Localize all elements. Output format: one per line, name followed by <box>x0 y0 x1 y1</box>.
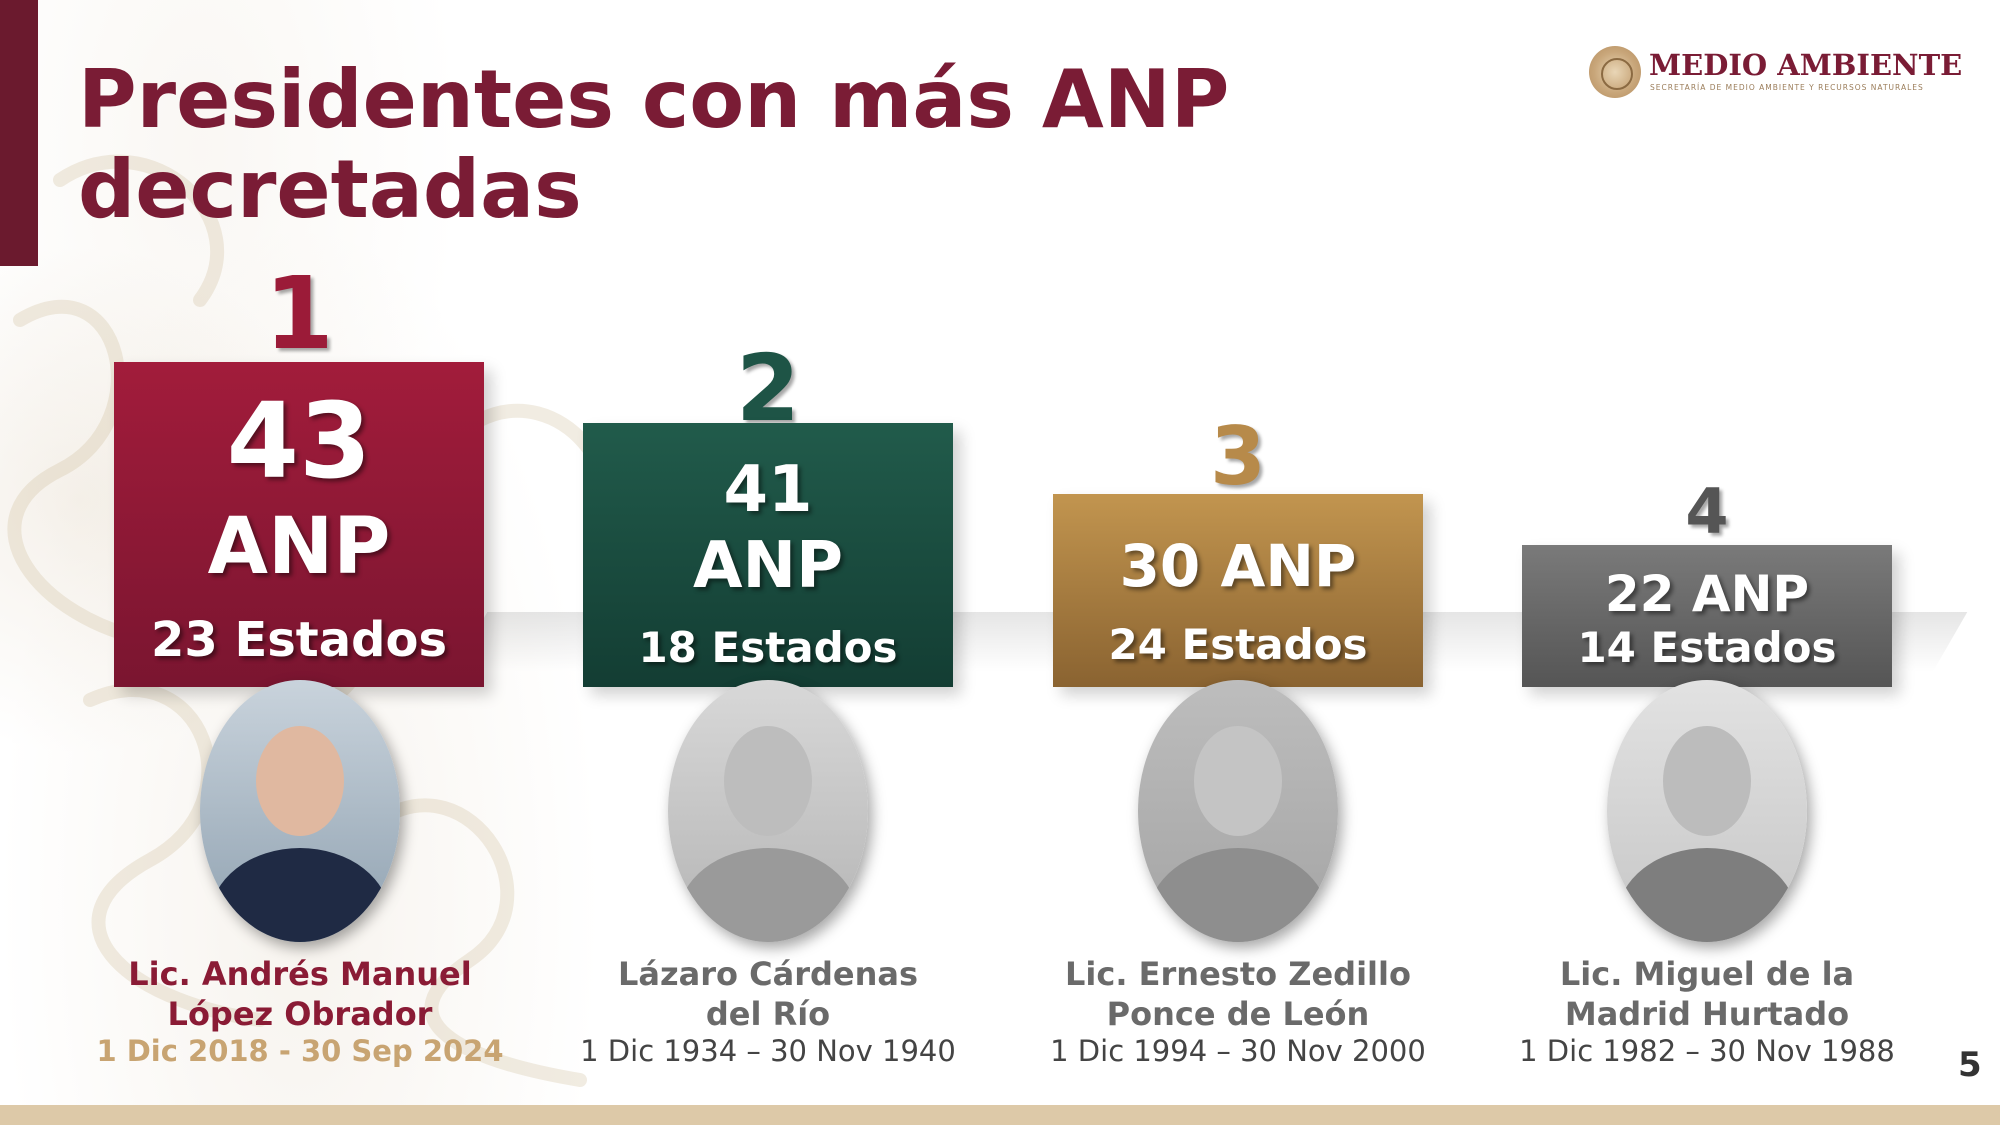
rank-number-4: 4 <box>1685 475 1729 548</box>
president-name-2: Lázaro Cárdenas del Río <box>618 955 918 1033</box>
anp-box-4: 22 ANP 14 Estados <box>1522 545 1892 687</box>
anp-count-2: 41 <box>723 453 813 527</box>
states-count-4: 14 Estados <box>1577 623 1837 672</box>
anp-count-3: 30 ANP <box>1119 532 1357 600</box>
president-name-4: Lic. Miguel de la Madrid Hurtado <box>1559 955 1855 1033</box>
rank-number-3: 3 <box>1210 410 1266 503</box>
anp-unit-2: ANP <box>693 529 843 603</box>
logo-subtitle: SECRETARÍA DE MEDIO AMBIENTE Y RECURSOS … <box>1650 83 1924 92</box>
president-name-3: Lic. Ernesto Zedillo Ponce de León <box>1065 955 1411 1033</box>
side-accent-bar <box>0 0 38 266</box>
states-count-3: 24 Estados <box>1108 620 1368 669</box>
page-title: Presidentes con más ANP decretadas <box>78 53 1230 236</box>
term-dates-4: 1 Dic 1982 – 30 Nov 1988 <box>1519 1034 1895 1068</box>
medio-ambiente-logo: MEDIO AMBIENTE SECRETARÍA DE MEDIO AMBIE… <box>1585 44 1962 104</box>
anp-unit-1: ANP <box>207 502 391 592</box>
page-number: 5 <box>1958 1045 1982 1085</box>
anp-box-3: 30 ANP 24 Estados <box>1053 494 1423 687</box>
portrait-4 <box>1607 680 1807 942</box>
president-name-1: Lic. Andrés Manuel López Obrador <box>128 955 472 1033</box>
anp-count-1: 43 <box>226 380 372 502</box>
anp-count-4: 22 ANP <box>1604 565 1810 623</box>
rank-number-1: 1 <box>264 255 334 372</box>
portrait-2 <box>668 680 868 942</box>
term-dates-2: 1 Dic 1934 – 30 Nov 1940 <box>580 1034 956 1068</box>
anp-box-2: 41 ANP 18 Estados <box>583 423 953 687</box>
term-dates-3: 1 Dic 1994 – 30 Nov 2000 <box>1050 1034 1426 1068</box>
logo-name: MEDIO AMBIENTE <box>1649 48 1963 82</box>
states-count-1: 23 Estados <box>150 612 448 668</box>
states-count-2: 18 Estados <box>638 623 898 672</box>
coat-of-arms-icon <box>1589 46 1641 98</box>
anp-box-1: 43 ANP 23 Estados <box>114 362 484 687</box>
footer-bar <box>0 1105 2000 1125</box>
term-dates-1: 1 Dic 2018 - 30 Sep 2024 <box>96 1034 504 1068</box>
portrait-3 <box>1138 680 1338 942</box>
portrait-1 <box>200 680 400 942</box>
